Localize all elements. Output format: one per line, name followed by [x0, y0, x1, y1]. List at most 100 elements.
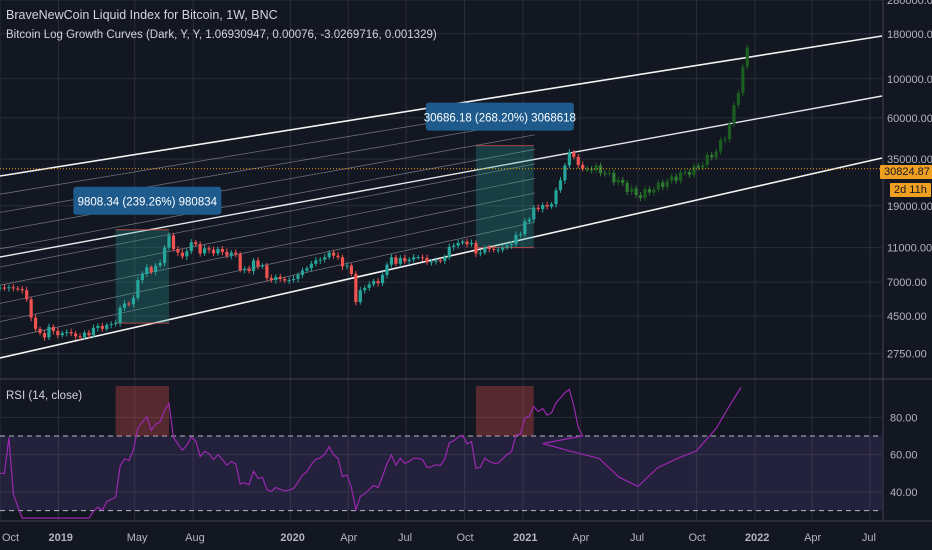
projected-candle[interactable] [687, 172, 692, 175]
candle[interactable] [251, 260, 256, 272]
projected-candle[interactable] [665, 180, 669, 188]
candle[interactable] [380, 274, 385, 284]
candle[interactable] [474, 242, 478, 254]
candle[interactable] [243, 269, 247, 271]
candle[interactable] [478, 252, 482, 254]
candle[interactable] [363, 287, 367, 291]
candle[interactable] [483, 247, 487, 253]
candle[interactable] [145, 267, 149, 274]
projected-candle[interactable] [590, 168, 594, 171]
candle[interactable] [25, 290, 29, 300]
candle[interactable] [20, 289, 24, 291]
candle[interactable] [447, 246, 451, 258]
candle[interactable] [327, 252, 331, 258]
candle[interactable] [536, 207, 540, 210]
candle[interactable] [492, 249, 496, 251]
projected-candle[interactable] [670, 176, 674, 181]
candle[interactable] [265, 265, 269, 278]
candle[interactable] [56, 330, 60, 336]
projected-candle[interactable] [634, 188, 638, 196]
projected-candle[interactable] [638, 195, 643, 198]
candle[interactable] [114, 323, 118, 325]
candle[interactable] [38, 328, 42, 334]
candlestick-series[interactable] [0, 44, 749, 341]
candle[interactable] [122, 303, 127, 308]
projected-candle[interactable] [647, 189, 652, 193]
candle[interactable] [274, 276, 278, 281]
candle[interactable] [136, 280, 140, 298]
candle[interactable] [581, 164, 585, 169]
candle[interactable] [198, 244, 202, 254]
candle[interactable] [171, 235, 176, 250]
candle[interactable] [260, 265, 265, 267]
candle[interactable] [167, 235, 171, 248]
candle[interactable] [394, 257, 398, 264]
candle[interactable] [287, 280, 291, 282]
candle[interactable] [505, 245, 509, 248]
projected-candle[interactable] [710, 154, 714, 158]
candle[interactable] [78, 336, 82, 338]
candle[interactable] [385, 264, 389, 275]
projected-candle[interactable] [625, 183, 629, 192]
candle[interactable] [162, 247, 167, 263]
projected-candle[interactable] [656, 182, 660, 190]
candle[interactable] [109, 324, 113, 326]
candle[interactable] [461, 241, 465, 243]
candle[interactable] [65, 331, 69, 334]
candle[interactable] [532, 207, 536, 220]
projected-candle[interactable] [674, 176, 678, 181]
candle[interactable] [309, 263, 313, 269]
projected-candle[interactable] [732, 105, 736, 124]
candle[interactable] [278, 276, 282, 279]
candle[interactable] [305, 268, 309, 271]
candle[interactable] [545, 204, 549, 207]
candle[interactable] [554, 190, 558, 205]
projected-candle[interactable] [692, 166, 696, 175]
candle[interactable] [131, 297, 136, 305]
candle[interactable] [345, 265, 349, 267]
projected-candle[interactable] [727, 123, 732, 140]
candle[interactable] [407, 259, 411, 262]
candle[interactable] [367, 284, 371, 288]
candle[interactable] [234, 252, 238, 255]
projected-candle[interactable] [741, 66, 745, 93]
candle[interactable] [47, 326, 51, 338]
candle[interactable] [523, 221, 527, 235]
projected-candle[interactable] [736, 92, 740, 106]
candle[interactable] [332, 252, 336, 256]
projected-candle[interactable] [714, 151, 718, 158]
candle[interactable] [105, 324, 109, 329]
candle[interactable] [154, 265, 158, 272]
candle[interactable] [0, 287, 2, 289]
candle[interactable] [509, 244, 514, 246]
candle[interactable] [291, 278, 296, 281]
candle[interactable] [51, 326, 55, 331]
candle[interactable] [96, 325, 100, 328]
candle[interactable] [118, 307, 122, 324]
projected-candle[interactable] [678, 172, 683, 181]
candle[interactable] [438, 260, 442, 262]
projected-candle[interactable] [616, 179, 620, 183]
candle[interactable] [314, 260, 318, 264]
rsi-line[interactable] [0, 387, 742, 519]
candle[interactable] [403, 258, 407, 262]
candle[interactable] [376, 281, 380, 284]
candle[interactable] [389, 257, 394, 265]
candle[interactable] [496, 249, 500, 251]
candle[interactable] [323, 257, 327, 260]
candle[interactable] [7, 287, 11, 289]
candle[interactable] [416, 257, 420, 259]
projected-candle[interactable] [607, 172, 611, 174]
candle[interactable] [229, 252, 233, 256]
projected-candle[interactable] [745, 47, 749, 67]
candle[interactable] [74, 333, 78, 337]
projected-candle[interactable] [652, 189, 656, 193]
candle[interactable] [87, 332, 91, 336]
candle[interactable] [514, 234, 518, 245]
candle[interactable] [300, 270, 305, 275]
candle[interactable] [194, 242, 198, 245]
candle[interactable] [180, 252, 184, 257]
projected-candle[interactable] [585, 168, 589, 170]
candle[interactable] [443, 257, 447, 261]
